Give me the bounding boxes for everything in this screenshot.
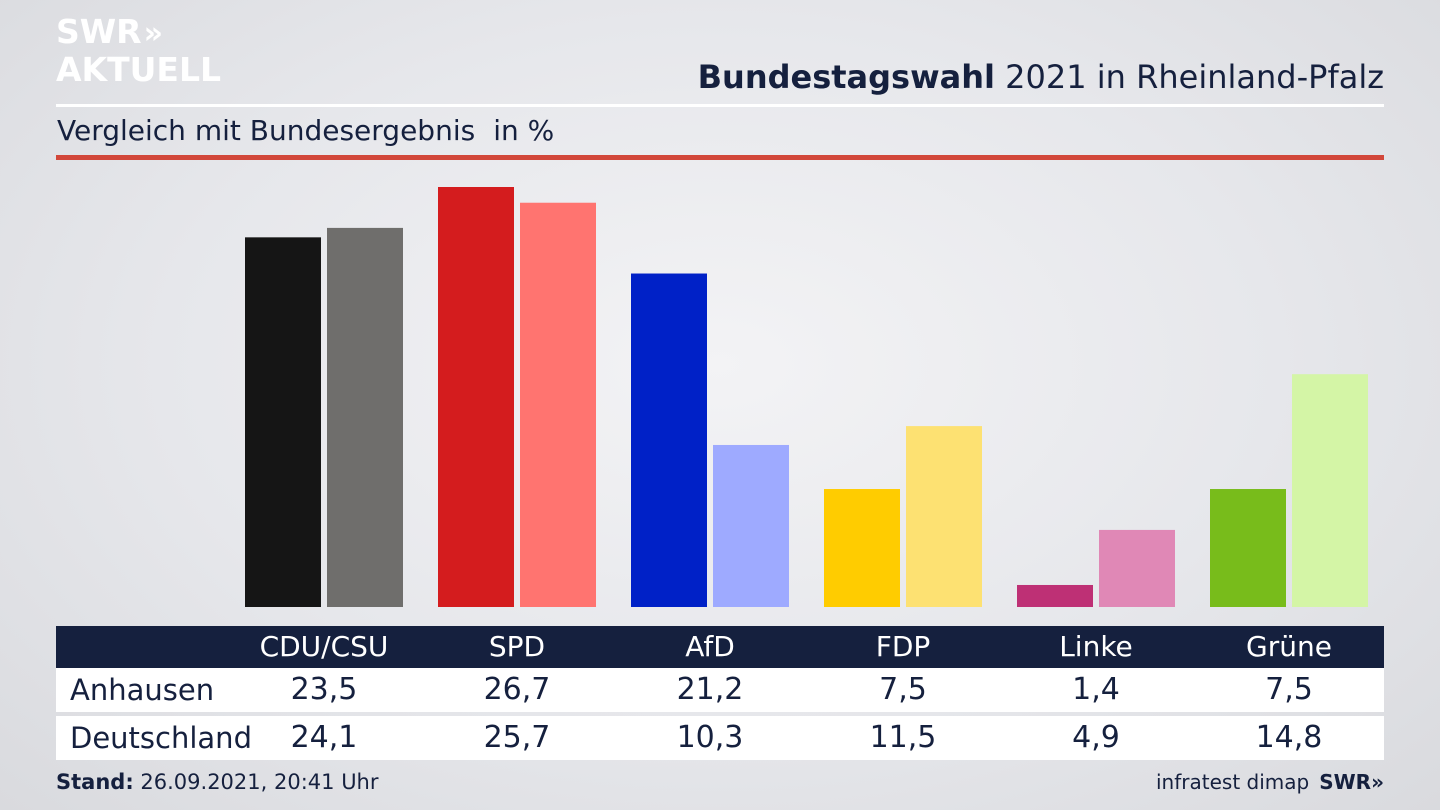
table-cell: 14,8 (1255, 720, 1323, 755)
logo-chevrons: » (143, 16, 163, 51)
bar-spd-deutschland (520, 202, 596, 607)
bar-fdp-anhausen (824, 489, 900, 607)
logo-swr: SWR (56, 12, 142, 51)
page-title: Bundestagswahl 2021 in Rheinland-Pfalz (698, 58, 1384, 96)
source-credit: infratest dimap SWR» (1156, 770, 1384, 794)
column-header: CDU/CSU (259, 630, 389, 663)
table-cell: 10,3 (676, 720, 744, 755)
table-cell: 4,9 (1072, 720, 1120, 755)
swr-brand: SWR» (1319, 770, 1384, 794)
row-label: Deutschland (70, 721, 252, 755)
logo-aktuell: AKTUELL (56, 50, 222, 89)
bar-cdu-csu-anhausen (245, 237, 321, 607)
bar-spd-anhausen (438, 187, 514, 607)
bar-linke-deutschland (1099, 529, 1175, 607)
bar-fdp-deutschland (906, 426, 982, 607)
table-cell: 7,5 (879, 672, 927, 707)
table-cell: 26,7 (483, 672, 551, 707)
bar-gr-ne-anhausen (1210, 489, 1286, 607)
table-cell: 21,2 (676, 672, 744, 707)
column-header: Grüne (1246, 630, 1332, 663)
title-bold: Bundestagswahl (697, 58, 995, 96)
source-name: infratest dimap (1156, 770, 1310, 794)
table-cell: 24,1 (290, 720, 358, 755)
table-header: CDU/CSU SPD AfD FDP Linke Grüne (56, 626, 1384, 668)
timestamp: Stand: 26.09.2021, 20:41 Uhr (56, 770, 379, 794)
swr-aktuell-logo: SWR» AKTUELL (56, 14, 226, 90)
table-cell: 11,5 (869, 720, 937, 755)
bar-linke-anhausen (1017, 584, 1093, 607)
bar-chart (245, 187, 1368, 608)
bar-cdu-csu-deutschland (327, 227, 403, 608)
table-cell: 1,4 (1072, 672, 1120, 707)
table-cell: 23,5 (290, 672, 358, 707)
bar-afd-deutschland (713, 444, 789, 607)
stand-value: 26.09.2021, 20:41 Uhr (140, 770, 379, 794)
table-row: Deutschland 24,1 25,7 10,3 11,5 4,9 14,8 (56, 716, 1384, 760)
stand-label: Stand: (56, 770, 134, 794)
title-rest: 2021 in Rheinland-Pfalz (1005, 58, 1384, 96)
column-header: FDP (875, 630, 931, 663)
column-header: SPD (488, 630, 546, 663)
subtitle-text: Vergleich mit Bundesergebnis (57, 114, 476, 147)
row-label: Anhausen (70, 673, 215, 707)
column-header: AfD (685, 630, 735, 663)
table-row: Anhausen 23,5 26,7 21,2 7,5 1,4 7,5 (56, 668, 1384, 712)
table-cell: 7,5 (1265, 672, 1313, 707)
bar-gr-ne-deutschland (1292, 374, 1368, 607)
subtitle: Vergleich mit Bundesergebnis in % (57, 114, 554, 147)
table-body: Anhausen 23,5 26,7 21,2 7,5 1,4 7,5 Deutschland… (56, 668, 1384, 760)
column-header: Linke (1059, 630, 1133, 663)
header-divider (56, 104, 1384, 107)
results-table: CDU/CSU SPD AfD FDP Linke Grüne Anhausen 23,5 2… (56, 626, 1384, 760)
table-cell: 25,7 (483, 720, 551, 755)
bar-afd-anhausen (631, 273, 707, 607)
accent-divider (56, 155, 1384, 160)
subtitle-unit: in % (493, 114, 555, 147)
